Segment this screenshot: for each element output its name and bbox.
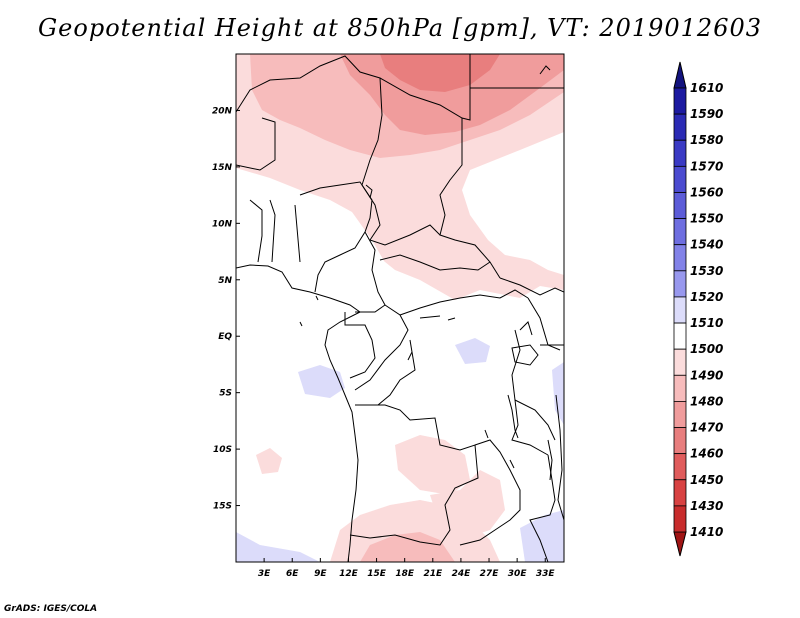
lon-tick-label-10: 33E	[536, 569, 556, 579]
lon-axis-ticks: 3E 6E 9E 12E 15E 18E 21E 24E 27E 30E 33E	[258, 558, 556, 579]
lat-tick-label-6: 10S	[213, 445, 232, 455]
lat-tick-label-3: 5N	[218, 276, 232, 286]
lon-tick-label-6: 21E	[423, 569, 443, 579]
shade-1520-e	[552, 362, 564, 425]
lon-tick-label-1: 6E	[286, 569, 299, 579]
shade-1500-coast	[256, 448, 282, 474]
colorbar-segment-16	[673, 505, 687, 533]
lat-tick-label-0: 20N	[212, 106, 233, 116]
lat-axis-ticks: 20N 15N 10N 5N EQ 5S 10S 15S	[212, 106, 240, 512]
shade-1520-congo	[455, 338, 490, 364]
lat-tick-label-1: 15N	[212, 163, 233, 173]
colorbar-top-cap	[673, 61, 687, 89]
colorbar-label-8: 1520	[690, 290, 723, 304]
shade-1510-east	[462, 132, 564, 275]
colorbar-segment-12	[673, 401, 687, 428]
map-title: Geopotential Height at 850hPa [gpm], VT:…	[38, 14, 762, 42]
nile-lakes	[519, 321, 533, 336]
shade-1520-sw	[236, 532, 320, 562]
shade-1520-atlantic	[298, 365, 345, 398]
colorbar-segment-6	[673, 244, 687, 272]
lat-tick-label-2: 10N	[212, 219, 233, 229]
lon-tick-label-4: 15E	[367, 569, 387, 579]
border-sudan-east	[499, 277, 564, 296]
shade-1500-angola	[395, 435, 470, 495]
shade-1490-south	[360, 532, 455, 562]
colorbar-segment-1	[673, 113, 687, 141]
colorbar-label-10: 1500	[690, 342, 723, 356]
lake-victoria	[511, 344, 539, 366]
lake-tanganyika	[507, 394, 519, 439]
lon-tick-label-7: 24E	[452, 569, 472, 579]
colorbar-segment-7	[673, 270, 687, 298]
colorbar-segment-14	[673, 453, 687, 481]
colorbar-label-3: 1570	[690, 159, 723, 173]
border-uganda-kenya	[527, 297, 564, 351]
colorbar-label-13: 1470	[690, 421, 723, 435]
colorbar-label-2: 1580	[690, 133, 723, 147]
border-niger-mali	[236, 117, 276, 171]
lake-malawi	[547, 439, 553, 481]
lake-dots	[299, 295, 515, 469]
colorbar-segment-10	[673, 348, 687, 376]
country-borders	[236, 54, 564, 562]
colorbar-segment-4	[673, 192, 687, 219]
colorbar-label-16: 1430	[690, 499, 723, 513]
border-angola	[349, 404, 479, 546]
colorbar-segment-8	[673, 296, 687, 324]
colorbar-segment-9	[673, 322, 687, 350]
map-frame	[235, 53, 565, 563]
river-congo	[419, 315, 456, 321]
colorbar-segment-2	[673, 139, 687, 167]
colorbar-label-6: 1540	[690, 238, 723, 252]
colorbar-segment-5	[673, 218, 687, 246]
coast-east	[555, 394, 564, 521]
border-nigeria	[299, 181, 373, 293]
colorbar-label-12: 1480	[690, 394, 723, 408]
colorbar-bottom-cap	[673, 531, 687, 557]
border-chad-east	[439, 118, 501, 279]
colorbar-label-7: 1530	[690, 264, 723, 278]
colorbar-label-15: 1450	[690, 473, 723, 487]
colorbar-label-11: 1490	[690, 368, 723, 382]
colorbar: 1610 1590 1580 1570 1560 1550 1540 1530 1520 1510…	[673, 61, 723, 557]
colorbar-label-4: 1560	[690, 185, 723, 199]
border-car	[369, 224, 491, 271]
border-east-lakes	[511, 329, 549, 456]
colorbar-label-17: 1410	[690, 525, 723, 539]
lon-tick-label-5: 18E	[395, 569, 415, 579]
lon-tick-label-9: 30E	[508, 569, 528, 579]
grads-credit: GrADS: IGES/COLA	[4, 604, 98, 614]
lat-tick-label-4: EQ	[218, 332, 232, 342]
lat-tick-label-7: 15S	[213, 502, 232, 512]
colorbar-segment-3	[673, 165, 687, 193]
border-coastal-wa	[249, 199, 301, 263]
sinai	[539, 65, 551, 75]
lake-chad	[365, 184, 373, 199]
border-zambia	[459, 439, 521, 546]
lat-tick-label-5: 5S	[219, 389, 232, 399]
colorbar-segment-13	[673, 427, 687, 455]
colorbar-label-9: 1510	[690, 316, 723, 330]
height-field-shading	[236, 54, 564, 562]
colorbar-label-14: 1460	[690, 447, 723, 461]
lon-tick-label-8: 27E	[480, 569, 500, 579]
border-tanzania	[514, 399, 556, 441]
colorbar-segment-11	[673, 374, 687, 402]
lon-tick-label-3: 12E	[339, 569, 359, 579]
border-cameroon	[355, 231, 386, 313]
coastline-west-africa	[236, 264, 361, 562]
lon-tick-label-0: 3E	[258, 569, 271, 579]
border-chad-west	[361, 77, 383, 241]
colorbar-label-5: 1550	[690, 212, 723, 226]
colorbar-label-0: 1610	[690, 81, 723, 95]
colorbar-segment-15	[673, 479, 687, 507]
colorbar-label-1: 1590	[690, 107, 723, 121]
colorbar-segment-0	[673, 87, 687, 115]
border-mozambique	[529, 454, 556, 562]
lon-tick-label-2: 9E	[314, 569, 327, 579]
